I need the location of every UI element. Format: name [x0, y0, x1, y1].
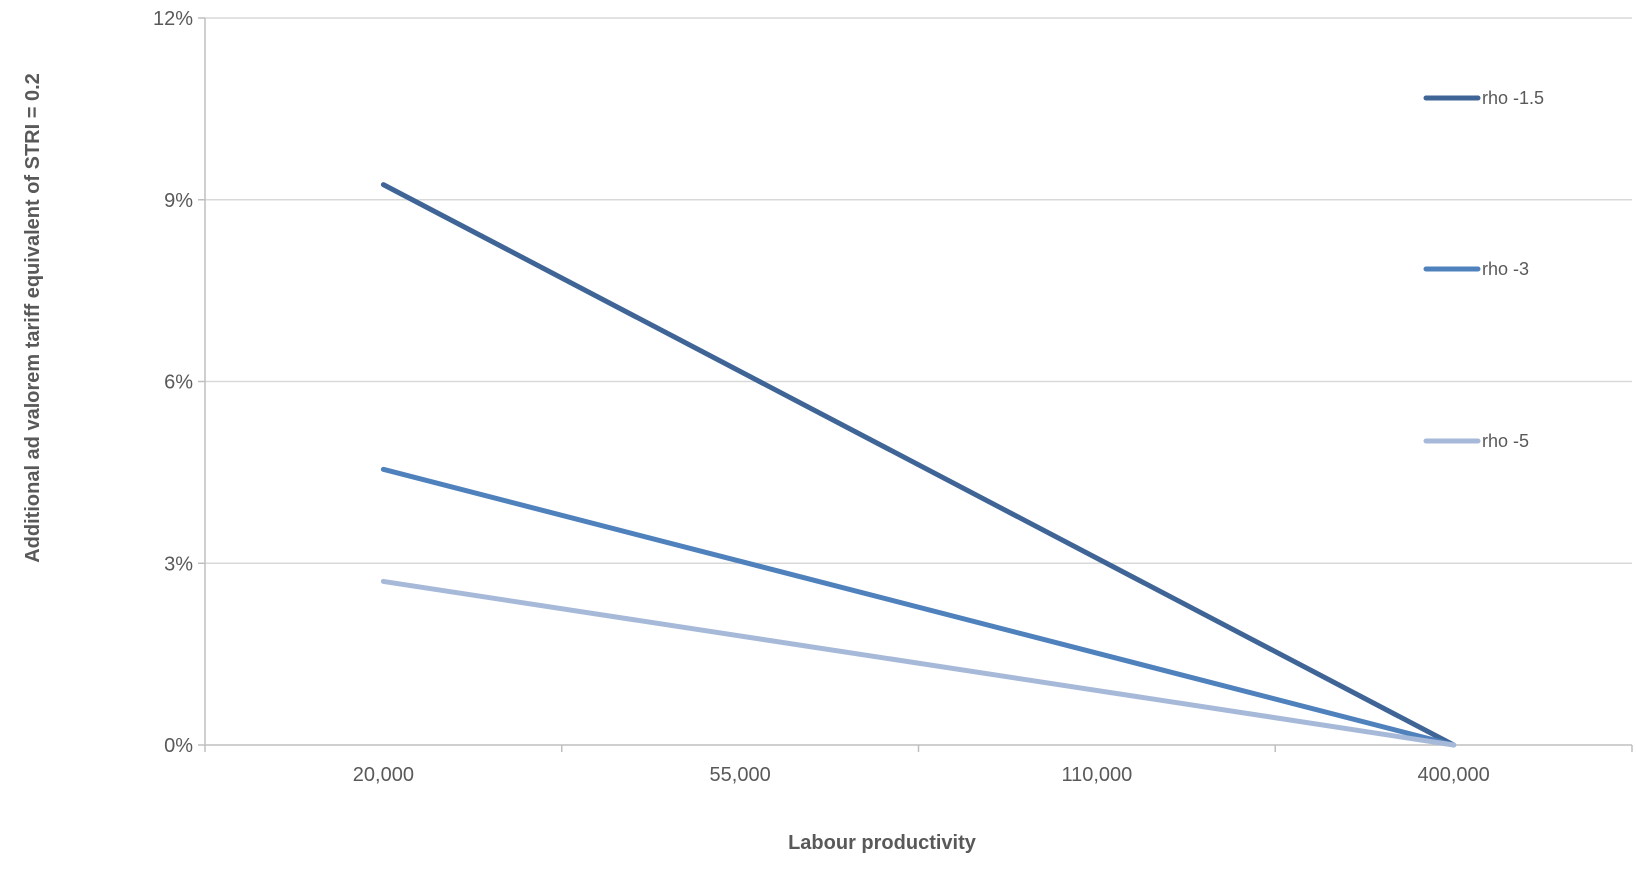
legend-label: rho -3 [1482, 259, 1529, 279]
axes: 0% 3% 6% 9% 12% 20,000 55,000 110,000 400,000 [153, 8, 1633, 786]
y-tick-label: 0% [164, 735, 193, 757]
x-tick-label: 110,000 [1061, 764, 1132, 786]
series-line [380, 182, 1457, 748]
series-line [380, 578, 1457, 748]
x-tick-label: 20,000 [353, 764, 414, 786]
grid-lines [205, 17, 1632, 564]
series-line [380, 466, 1457, 748]
y-tick-label: 3% [164, 553, 193, 575]
legend-label: rho -5 [1482, 431, 1529, 451]
x-axis-title: Labour productivity [788, 832, 977, 854]
legend: rho -1.5 rho -3 rho -5 [1423, 88, 1544, 451]
y-axis-title: Additional ad valorem tariff equivalent … [22, 73, 44, 563]
y-tick-label: 6% [164, 372, 193, 394]
x-tick-label: 400,000 [1417, 764, 1489, 786]
y-tick-label: 9% [164, 190, 193, 212]
y-tick-label: 12% [153, 8, 193, 30]
series-lines [380, 182, 1457, 748]
x-tick-label: 55,000 [710, 764, 771, 786]
legend-label: rho -1.5 [1482, 88, 1544, 108]
